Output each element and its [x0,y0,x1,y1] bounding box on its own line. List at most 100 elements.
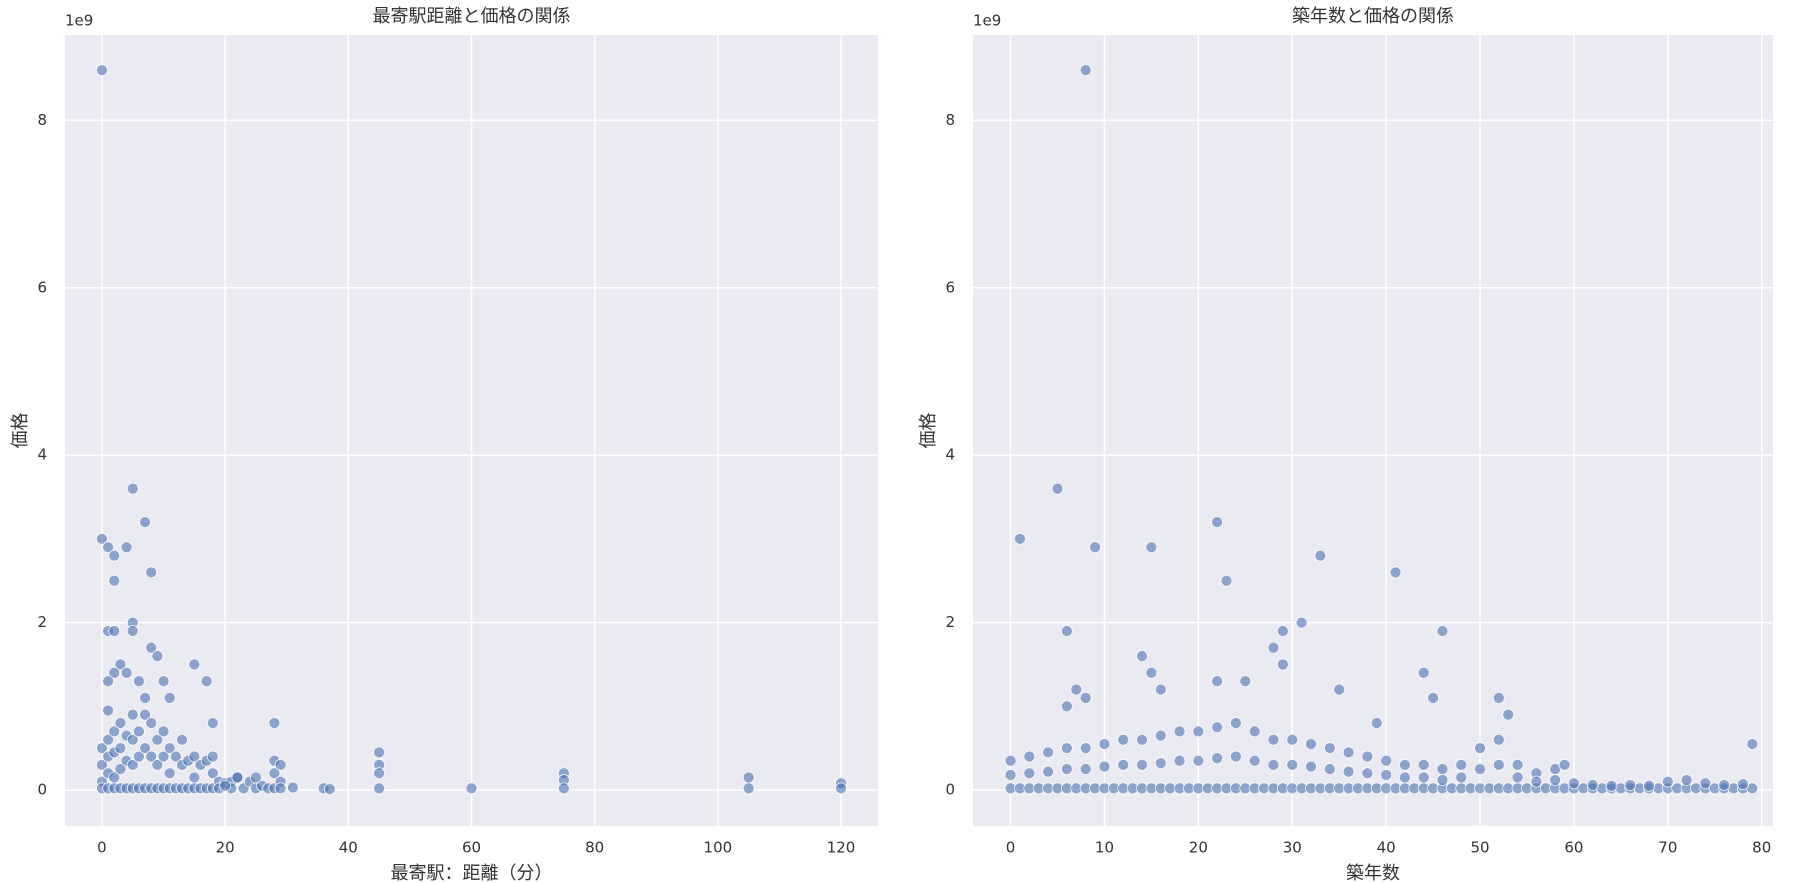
point [108,725,121,738]
point [163,692,176,704]
point [1286,759,1299,771]
y-tick-label: 2 [945,613,955,631]
point [206,767,219,780]
point [102,704,114,717]
point [96,64,108,77]
point [1586,779,1599,791]
point [1098,738,1111,750]
point [1492,692,1505,704]
point [1211,516,1223,529]
point [151,759,164,771]
point [133,675,145,688]
point [373,767,385,780]
point [126,482,139,495]
point [1399,759,1411,771]
point [145,566,158,579]
point [742,782,755,795]
y-axis-label: 価格 [10,413,31,449]
point [1061,763,1073,775]
point [1361,767,1374,780]
point [1004,754,1017,767]
point [1079,742,1092,755]
point [1192,754,1205,767]
point [1154,729,1167,742]
point [1042,765,1054,778]
point [1605,779,1618,792]
point [1333,683,1346,696]
point [1089,541,1101,554]
point [1211,675,1223,688]
point [151,650,164,662]
point [1145,541,1158,554]
point [1643,779,1655,792]
point [157,725,170,738]
point [1230,750,1242,763]
point [1220,574,1233,587]
point [268,717,281,729]
point [1277,625,1289,637]
point [1267,759,1280,771]
point [145,750,158,763]
point [835,782,847,795]
point [206,717,219,729]
point [1417,759,1430,771]
point [96,742,108,755]
point [1079,763,1092,775]
point [188,771,201,784]
point [188,750,201,763]
point [274,782,287,795]
point [157,750,170,763]
point [250,771,262,784]
point [102,733,114,746]
point [1323,742,1336,755]
point [1389,566,1402,579]
x-tick-label: 60 [462,839,481,857]
point [1436,625,1449,637]
point [108,625,121,637]
point [373,782,385,795]
point [1314,549,1327,562]
point [1699,777,1712,790]
point [1370,717,1383,729]
point [373,746,385,759]
x-tick-label: 80 [1752,839,1771,857]
point [1117,759,1130,771]
point [1192,725,1205,738]
point [108,666,121,679]
point [1248,725,1261,738]
point [1079,64,1092,77]
point [1061,742,1073,755]
point [1239,675,1252,688]
point [1042,746,1054,759]
point [139,692,151,704]
point [1380,754,1392,767]
point [1023,750,1036,763]
point [188,658,201,671]
point [1145,666,1158,679]
point [1305,760,1317,773]
point [126,708,139,721]
point [145,717,158,729]
point [1286,733,1299,746]
point [200,675,213,688]
point [1680,774,1693,786]
point [126,733,139,746]
point [1474,763,1486,775]
point [102,541,114,554]
point [1361,750,1374,763]
point [133,750,145,763]
point [1230,717,1242,729]
point [102,675,114,688]
point [151,733,164,746]
point [1474,742,1486,755]
x-tick-label: 100 [704,839,733,857]
point [206,750,219,763]
point [1436,763,1449,775]
chart-title: 最寄駅距離と価格の関係 [373,6,571,27]
point [1502,708,1515,721]
point [120,541,133,554]
point [1455,759,1468,771]
point [1746,738,1759,750]
point [558,782,570,795]
point [1267,641,1280,654]
